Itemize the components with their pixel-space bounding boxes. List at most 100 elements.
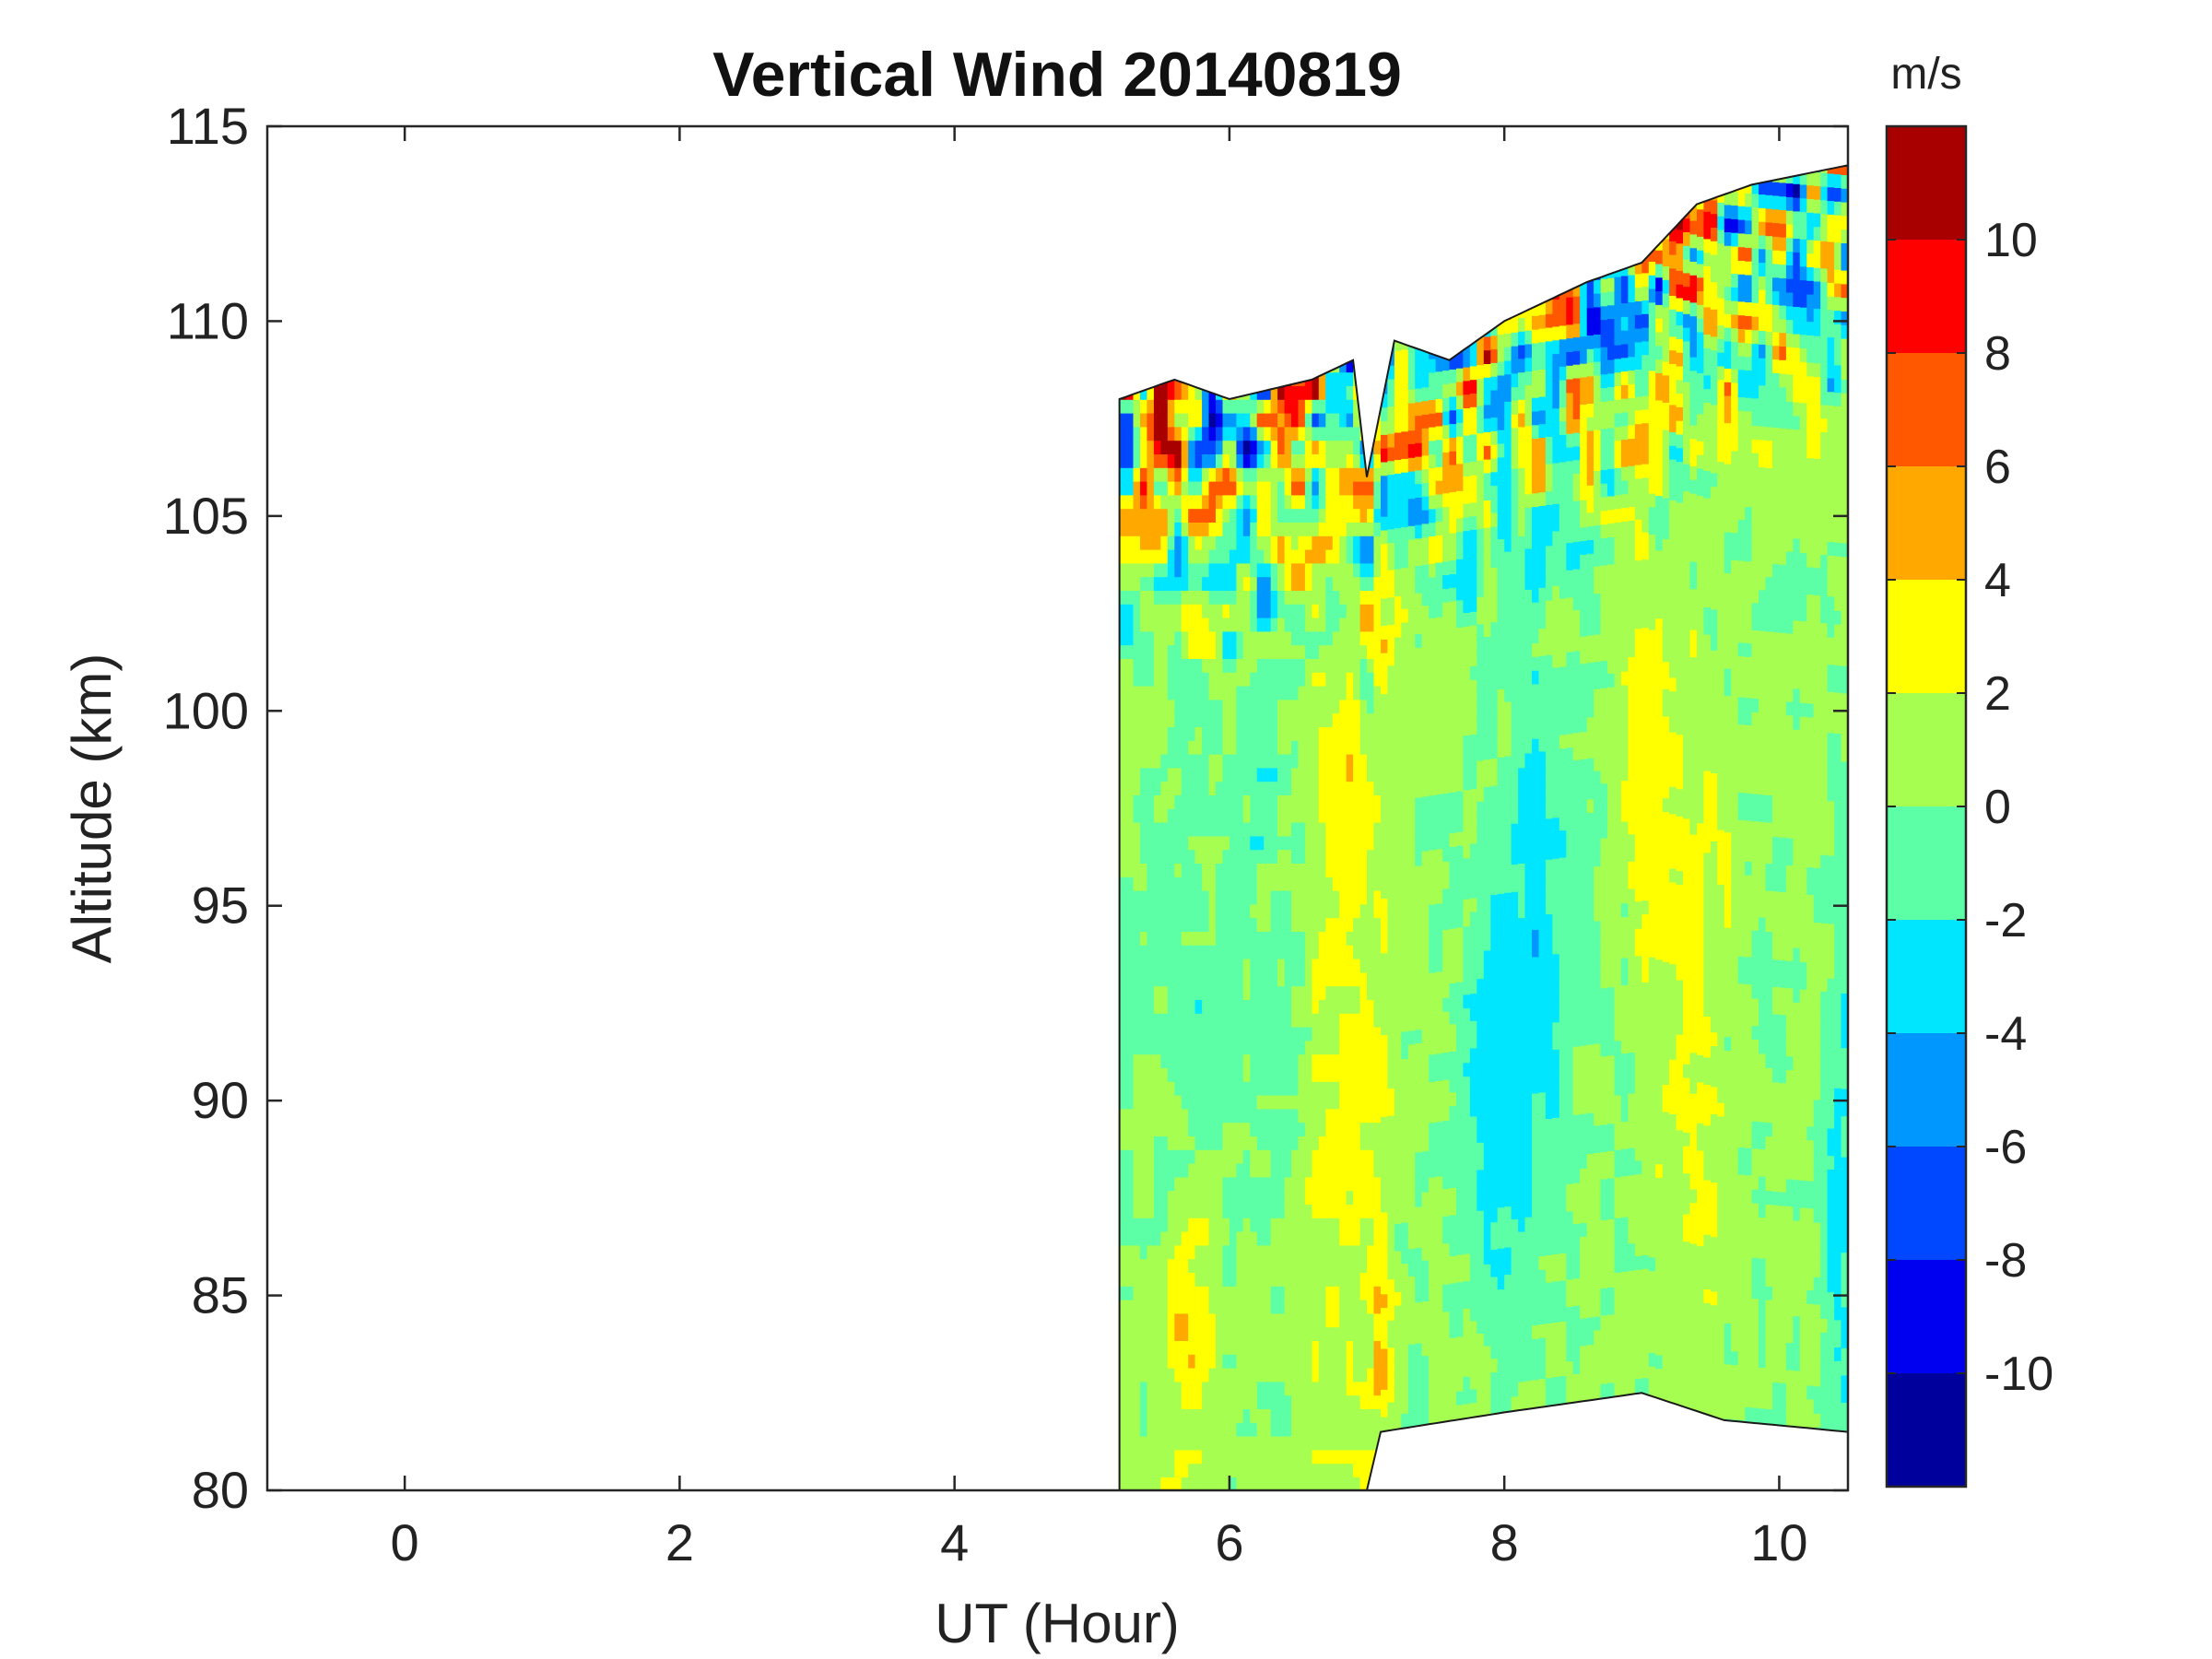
contour-cell: [1490, 880, 1499, 896]
contour-cell: [1153, 835, 1162, 851]
contour-cell: [1188, 1067, 1196, 1082]
contour-cell: [1236, 576, 1244, 591]
contour-cell: [1208, 1422, 1217, 1437]
contour-cell: [1229, 467, 1238, 482]
contour-cell: [1194, 1381, 1203, 1396]
contour-cell: [1216, 480, 1224, 496]
contour-cell: [1229, 712, 1238, 727]
contour-cell: [1407, 716, 1417, 731]
contour-cell: [1202, 931, 1210, 946]
contour-cell: [1504, 919, 1512, 935]
contour-cell: [1236, 1340, 1244, 1355]
contour-cell: [1264, 467, 1272, 482]
contour-cell: [1291, 1135, 1300, 1150]
contour-cell: [1256, 1354, 1265, 1369]
contour-cell: [1511, 1273, 1519, 1288]
contour-cell: [1291, 1013, 1300, 1028]
contour-cell: [1147, 1135, 1155, 1150]
contour-cell: [1415, 592, 1423, 607]
contour-cell: [1277, 1244, 1286, 1260]
contour-cell: [1332, 889, 1341, 905]
contour-cell: [1367, 767, 1375, 782]
contour-cell: [1318, 903, 1327, 919]
contour-cell: [1346, 522, 1354, 536]
contour-cell: [1250, 630, 1258, 646]
contour-cell: [1147, 1067, 1155, 1082]
contour-cell: [1490, 1385, 1499, 1400]
contour-cell: [1387, 446, 1395, 462]
contour-cell: [1435, 629, 1443, 645]
contour-cell: [1490, 716, 1499, 732]
contour-cell: [1387, 610, 1395, 625]
contour-cell: [1174, 1299, 1182, 1314]
contour-cell: [1256, 1422, 1265, 1437]
contour-cell: [1318, 794, 1327, 809]
contour-cell: [1160, 794, 1169, 809]
contour-cell: [1483, 1345, 1492, 1360]
contour-cell: [1153, 985, 1162, 1000]
contour-cell: [1518, 590, 1526, 605]
contour-cell: [1153, 1463, 1162, 1477]
contour-cell: [1332, 794, 1341, 809]
contour-cell: [1147, 480, 1155, 496]
contour-cell: [1421, 1082, 1430, 1097]
contour-cell: [1153, 794, 1162, 809]
contour-cell: [1449, 710, 1457, 724]
contour-cell: [1188, 1218, 1196, 1232]
contour-cell: [1208, 480, 1217, 496]
contour-cell: [1490, 989, 1499, 1005]
contour-cell: [1147, 440, 1155, 454]
contour-cell: [1435, 794, 1443, 808]
contour-cell: [1353, 1408, 1361, 1423]
contour-cell: [1435, 1230, 1443, 1245]
contour-cell: [1353, 426, 1361, 441]
contour-cell: [1381, 1184, 1389, 1199]
contour-cell: [1236, 590, 1244, 605]
contour-cell: [1401, 485, 1409, 500]
contour-cell: [1469, 515, 1478, 530]
contour-cell: [1373, 480, 1382, 496]
contour-cell: [1346, 617, 1354, 632]
contour-cell: [1456, 1309, 1465, 1324]
contour-cell: [1167, 672, 1176, 687]
contour-cell: [1497, 1234, 1505, 1249]
contour-cell: [1216, 685, 1224, 700]
contour-cell: [1264, 562, 1272, 578]
contour-cell: [1367, 480, 1375, 496]
contour-cell: [1298, 453, 1306, 468]
contour-cell: [1456, 408, 1465, 423]
contour-cell: [1490, 443, 1499, 459]
contour-cell: [1256, 535, 1265, 550]
contour-cell: [1456, 1404, 1465, 1419]
contour-cell: [1518, 1176, 1526, 1192]
contour-cell: [1456, 912, 1465, 928]
contour-cell: [1133, 958, 1141, 973]
contour-cell: [1174, 1026, 1182, 1041]
contour-cell: [1325, 877, 1334, 891]
contour-cell: [1270, 958, 1278, 973]
contour-cell: [1504, 1110, 1512, 1125]
contour-cell: [1147, 835, 1155, 851]
contour-cell: [1188, 1122, 1196, 1136]
contour-cell: [1421, 591, 1430, 606]
contour-cell: [1483, 718, 1492, 733]
contour-cell: [1174, 672, 1182, 687]
contour-cell: [1429, 1286, 1437, 1300]
contour-cell: [1236, 1258, 1244, 1273]
contour-cell: [1387, 992, 1395, 1007]
contour-cell: [1256, 821, 1265, 837]
contour-cell: [1284, 630, 1292, 646]
contour-cell: [1394, 936, 1403, 951]
contour-cell: [1463, 1376, 1471, 1391]
contour-cell: [1119, 1258, 1127, 1273]
contour-cell: [1429, 453, 1437, 468]
contour-cell: [1353, 863, 1361, 877]
contour-cell: [1415, 1301, 1423, 1316]
contour-cell: [1194, 1408, 1203, 1423]
contour-cell: [1312, 835, 1320, 851]
contour-cell: [1312, 467, 1320, 482]
contour-cell: [1497, 374, 1505, 390]
contour-cell: [1222, 685, 1230, 700]
contour-cell: [1181, 917, 1189, 932]
contour-cell: [1394, 595, 1403, 610]
